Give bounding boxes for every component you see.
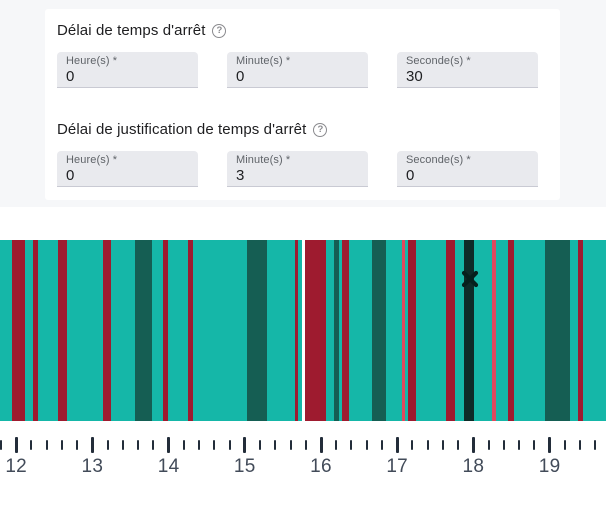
settings-card: Délai de temps d'arrêt ? Heure(s) * 0 Mi…: [45, 9, 560, 200]
timeline-segment-red[interactable]: [446, 240, 455, 421]
axis-tick-label: 16: [310, 456, 332, 477]
axis-minor-tick: [380, 440, 383, 450]
axis-tick-label: 17: [386, 456, 409, 477]
timeline-segment-red[interactable]: [33, 240, 38, 421]
axis-minor-tick: [441, 440, 444, 450]
field-value: 0: [66, 68, 75, 85]
axis-minor-tick: [518, 440, 521, 450]
field-value: 0: [236, 68, 245, 85]
axis-major-tick: [90, 437, 94, 453]
minutes-field-stop-delay[interactable]: Minute(s) * 0: [227, 52, 368, 88]
axis-minor-tick: [60, 440, 63, 450]
x-marker-icon[interactable]: [461, 270, 479, 288]
field-label: Minute(s) *: [236, 154, 291, 166]
axis-minor-tick: [30, 440, 33, 450]
timeline-segment-pink[interactable]: [402, 240, 405, 421]
section-title-text: Délai de justification de temps d'arrêt: [57, 121, 307, 138]
axis-minor-tick: [106, 440, 109, 450]
field-label: Seconde(s) *: [406, 55, 471, 67]
axis-minor-tick: [426, 440, 429, 450]
timeline-segment-red[interactable]: [408, 240, 416, 421]
axis-tick-label: 19: [538, 456, 561, 477]
help-icon[interactable]: ?: [212, 23, 227, 38]
help-icon[interactable]: ?: [313, 122, 328, 137]
axis-minor-tick: [198, 440, 201, 450]
axis-minor-tick: [502, 440, 505, 450]
axis-minor-tick: [182, 440, 185, 450]
timeline-segment-dark_green[interactable]: [372, 240, 386, 421]
axis-tick-label: 15: [233, 456, 256, 477]
timeline-segment-gap_white[interactable]: [302, 240, 305, 421]
axis-minor-tick: [259, 440, 262, 450]
axis-minor-tick: [350, 440, 353, 450]
axis-major-tick: [14, 437, 18, 453]
timeline-segment-red[interactable]: [103, 240, 111, 421]
axis-minor-tick: [579, 440, 582, 450]
axis-minor-tick: [411, 440, 414, 450]
axis-minor-tick: [76, 440, 79, 450]
timeline-segment-pink[interactable]: [492, 240, 496, 421]
timeline-segment-red[interactable]: [58, 240, 67, 421]
axis-minor-tick: [213, 440, 216, 450]
field-value: 0: [406, 167, 415, 184]
timeline-segment-red[interactable]: [578, 240, 583, 421]
axis-minor-tick: [563, 440, 566, 450]
axis-tick-label: 12: [5, 456, 28, 477]
timeline-segment-dark_green[interactable]: [334, 240, 339, 421]
field-label: Heure(s) *: [66, 55, 118, 67]
axis-major-tick: [167, 437, 171, 453]
section-title-text: Délai de temps d'arrêt: [57, 22, 206, 39]
field-label: Seconde(s) *: [406, 154, 471, 166]
axis-minor-tick: [335, 440, 338, 450]
timeline-band[interactable]: [0, 240, 606, 421]
axis-minor-tick: [121, 440, 124, 450]
section-title-stop-delay: Délai de temps d'arrêt ?: [57, 22, 227, 39]
axis-minor-tick: [152, 440, 155, 450]
timeline-segment-dark_green[interactable]: [247, 240, 267, 421]
field-value: 0: [66, 167, 75, 184]
axis-minor-tick: [228, 440, 231, 450]
timeline-segment-red[interactable]: [188, 240, 193, 421]
axis-major-tick: [548, 437, 552, 453]
timeline-segment-red[interactable]: [163, 240, 168, 421]
field-value: 30: [406, 68, 423, 85]
timeline-segment-red[interactable]: [12, 240, 25, 421]
field-label: Heure(s) *: [66, 154, 118, 166]
timeline-segment-near_black[interactable]: [464, 240, 474, 421]
timeline-segment-dark_green[interactable]: [135, 240, 152, 421]
axis-minor-tick: [289, 440, 292, 450]
axis-minor-tick: [533, 440, 536, 450]
axis-minor-tick: [487, 440, 490, 450]
axis-minor-tick: [304, 440, 307, 450]
axis-major-tick: [471, 437, 475, 453]
axis-tick-label: 13: [81, 456, 104, 477]
time-axis: 12 13 14 15 16 17 18 19: [0, 430, 606, 490]
hours-field-stop-delay[interactable]: Heure(s) * 0: [57, 52, 198, 88]
settings-panel: Délai de temps d'arrêt ? Heure(s) * 0 Mi…: [0, 0, 606, 207]
minutes-field-justification-delay[interactable]: Minute(s) * 3: [227, 151, 368, 187]
field-label: Minute(s) *: [236, 55, 291, 67]
axis-major-tick: [319, 437, 323, 453]
seconds-field-stop-delay[interactable]: Seconde(s) * 30: [397, 52, 538, 88]
axis-minor-tick: [365, 440, 368, 450]
timeline-segment-red[interactable]: [508, 240, 514, 421]
axis-minor-tick: [137, 440, 140, 450]
axis-tick-label: 14: [157, 456, 180, 477]
timeline-segment-red[interactable]: [295, 240, 298, 421]
section-title-justification-delay: Délai de justification de temps d'arrêt …: [57, 121, 328, 138]
axis-minor-tick: [0, 440, 2, 450]
axis-minor-tick: [594, 440, 597, 450]
hours-field-justification-delay[interactable]: Heure(s) * 0: [57, 151, 198, 187]
axis-tick-label: 18: [462, 456, 485, 477]
axis-minor-tick: [457, 440, 460, 450]
timeline-segment-red[interactable]: [305, 240, 326, 421]
timeline-segment-red[interactable]: [342, 240, 349, 421]
timeline-segment-dark_green[interactable]: [545, 240, 570, 421]
axis-major-tick: [395, 437, 399, 453]
seconds-field-justification-delay[interactable]: Seconde(s) * 0: [397, 151, 538, 187]
axis-minor-tick: [274, 440, 277, 450]
axis-major-tick: [243, 437, 247, 453]
field-value: 3: [236, 167, 245, 184]
axis-minor-tick: [45, 440, 48, 450]
